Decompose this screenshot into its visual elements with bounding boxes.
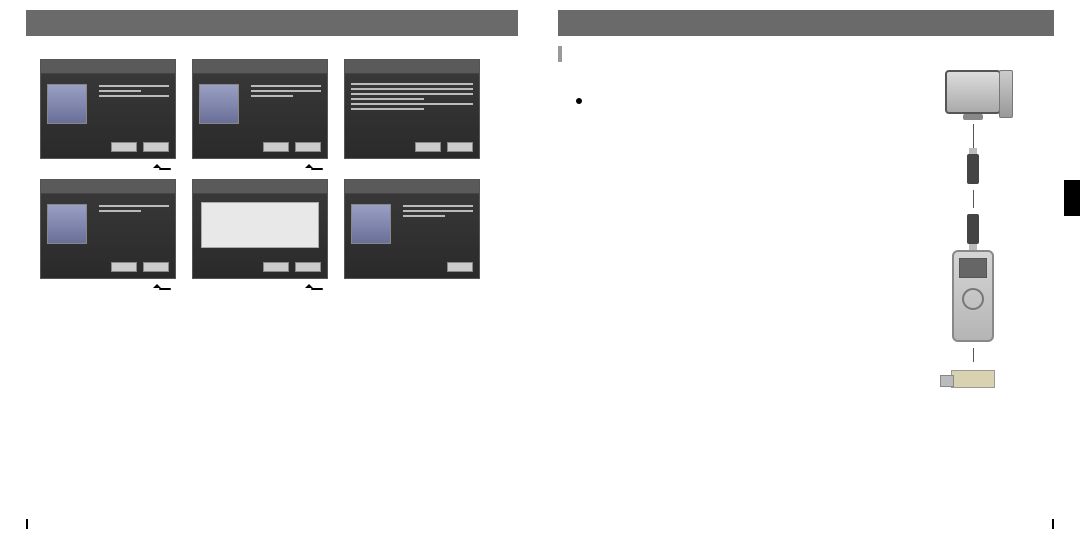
usb-dongle-icon [951, 370, 995, 388]
page-header-left [22, 10, 518, 36]
callout-label [159, 168, 171, 170]
subheading-marker-icon [558, 46, 562, 62]
document-spread [0, 0, 1080, 539]
install-screenshot [40, 59, 176, 159]
page-number-left [22, 519, 32, 529]
install-screenshot [192, 59, 328, 159]
section-subheading [558, 46, 1058, 62]
install-screenshot [344, 179, 480, 279]
step-number [568, 110, 586, 111]
pc-tower-icon [999, 70, 1013, 118]
screenshot-grid [22, 55, 518, 279]
step-number [568, 85, 586, 86]
right-columns [558, 70, 1058, 388]
language-tab [1064, 180, 1080, 216]
screenshot-row [40, 59, 510, 159]
warning-bullet [558, 94, 888, 104]
page-right [540, 0, 1080, 539]
step-number [568, 76, 586, 77]
callout-label [311, 288, 323, 290]
screenshot-row [40, 179, 510, 279]
callout-label [311, 168, 323, 170]
callout-label [159, 288, 171, 290]
connection-illustration [888, 70, 1058, 388]
install-screenshot [40, 179, 176, 279]
step-1 [568, 76, 888, 77]
usb-plug-icon [967, 214, 979, 244]
install-screenshot [344, 59, 480, 159]
step-number [568, 119, 586, 120]
step-4 [568, 119, 888, 133]
bullet-icon [576, 98, 582, 104]
mp3-player-icon [952, 250, 994, 342]
page-header-right [558, 10, 1058, 36]
page-left [0, 0, 540, 539]
right-text-column [558, 70, 888, 388]
monitor-icon [945, 70, 1001, 114]
step-number [32, 46, 50, 47]
page-number-right [1048, 519, 1058, 529]
usb-plug-icon [967, 154, 979, 184]
install-screenshot [192, 179, 328, 279]
step-3 [568, 110, 888, 111]
step-2 [568, 85, 888, 86]
step-2 [32, 46, 518, 47]
